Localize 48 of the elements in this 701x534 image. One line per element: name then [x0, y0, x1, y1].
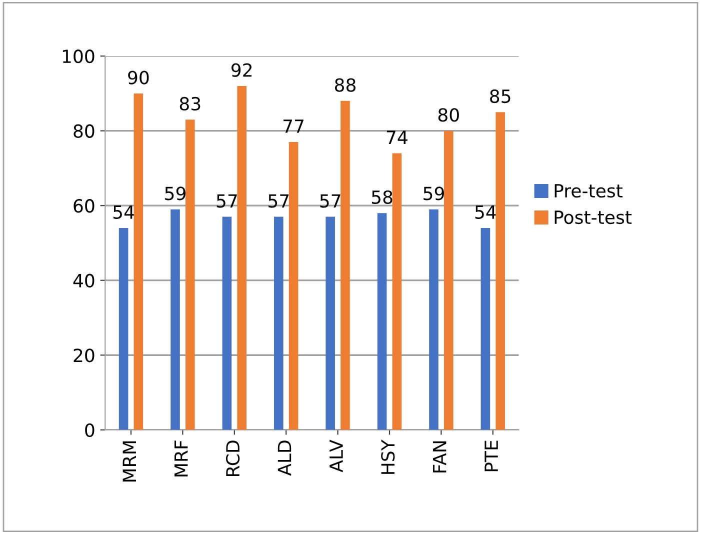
bar [185, 120, 195, 430]
x-tick-label: MRF [174, 440, 188, 476]
data-label: 57 [320, 194, 340, 208]
data-label: 59 [165, 186, 186, 200]
bar [274, 216, 284, 430]
y-tick-label: 20 [74, 348, 94, 362]
bar [237, 86, 246, 430]
data-label: 54 [113, 206, 134, 219]
data-label: 83 [180, 96, 200, 111]
data-label: 58 [372, 190, 392, 204]
x-tick-label: ALV [330, 440, 343, 472]
bar [288, 142, 298, 430]
bar [377, 213, 387, 430]
y-tick-label: 40 [73, 274, 94, 288]
x-tick-label: HSY [381, 440, 395, 474]
bar [170, 209, 180, 430]
bar [480, 228, 490, 430]
data-label: 57 [268, 194, 289, 208]
data-label: 90 [128, 70, 149, 84]
bar [496, 112, 505, 430]
bar [326, 216, 336, 430]
y-tick-label: 100 [62, 50, 94, 64]
bar [429, 209, 438, 430]
bar [222, 216, 232, 430]
x-tick-label: ALD [278, 440, 292, 476]
legend-label: Pre-test [554, 184, 622, 198]
data-label: 85 [490, 89, 510, 104]
bar [134, 93, 144, 430]
y-tick-label: 80 [74, 124, 94, 138]
legend-label: Post-test [554, 210, 632, 224]
y-tick-label: 0 [85, 423, 94, 437]
data-label: 88 [334, 78, 356, 92]
data-label: 59 [424, 186, 444, 200]
bar [444, 130, 454, 430]
x-tick-label: PTE [484, 440, 498, 472]
y-tick-label: 60 [74, 199, 94, 213]
data-label: 80 [438, 108, 459, 122]
bar [340, 100, 350, 430]
data-label: 77 [284, 120, 304, 133]
bar [118, 228, 128, 430]
data-label: 54 [475, 206, 496, 219]
data-label: 57 [216, 194, 237, 208]
data-label: 74 [386, 130, 408, 144]
x-tick-label: FAN [433, 441, 446, 472]
data-label: 92 [231, 63, 252, 77]
x-tick-label: MRM [122, 441, 136, 482]
x-tick-label: RCD [226, 440, 240, 476]
bar [392, 153, 402, 430]
